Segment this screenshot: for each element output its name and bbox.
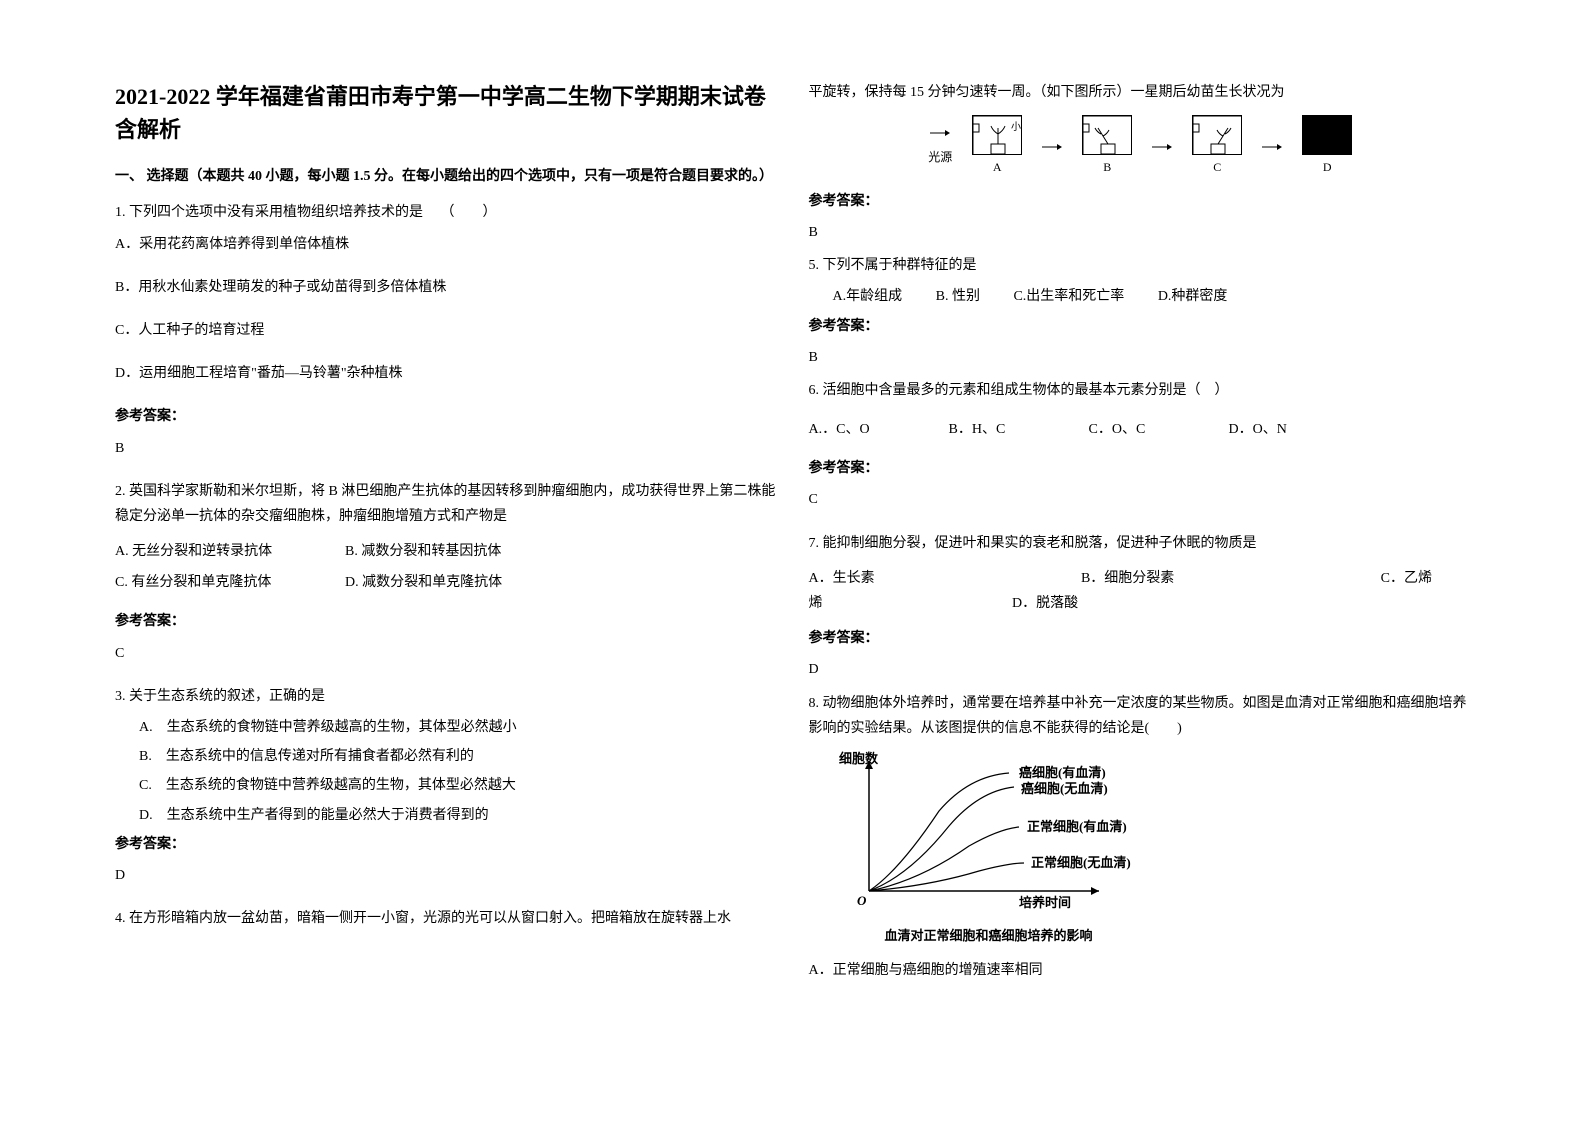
q5-answer: B [809,345,1473,370]
q6-option-c: C．O、C [1089,417,1199,442]
q6-text: 6. 活细胞中含量最多的元素和组成生物体的最基本元素分别是（ ） [809,378,1473,403]
question-2: 2. 英国科学家斯勒和米尔坦斯，将 B 淋巴细胞产生抗体的基因转移到肿瘤细胞内，… [115,479,779,666]
q5-answer-label: 参考答案： [809,314,1473,339]
question-6: 6. 活细胞中含量最多的元素和组成生物体的最基本元素分别是（ ） A.．C、O … [809,378,1473,513]
q6-option-b: B．H、C [949,417,1059,442]
light-source-label: 光源 [928,125,952,168]
exam-title: 2021-2022 学年福建省莆田市寿宁第一中学高二生物下学期期末试卷含解析 [115,80,779,146]
arrow-icon [1152,141,1172,153]
q1-option-d: D．运用细胞工程培育"番茄—马铃薯"杂种植株 [115,361,779,386]
arrow-icon [930,127,950,139]
left-column: 2021-2022 学年福建省莆田市寿宁第一中学高二生物下学期期末试卷含解析 一… [100,80,794,1082]
x-axis-label: 培养时间 [1019,895,1071,910]
growth-curve-chart: 细胞数 癌细胞(有血清) 癌细胞(无血清) 正常细胞(有血清) 正常细胞(无血清… [839,751,1179,911]
q7-option-c-cont: 烯 [809,591,1009,616]
section-heading: 一、 选择题（本题共 40 小题，每小题 1.5 分。在每小题给出的四个选项中，… [115,166,779,188]
q3-text: 3. 关于生态系统的叙述，正确的是 [115,684,779,709]
box-label-d: D [1323,157,1332,179]
right-column: 平旋转，保持每 15 分钟匀速转一周。（如下图所示）一星期后幼苗生长状况为 光源… [794,80,1488,1082]
q6-option-a: A.．C、O [809,417,919,442]
question-5: 5. 下列不属于种群特征的是 A.年龄组成 B. 性别 C.出生率和死亡率 D.… [809,253,1473,370]
q3-option-a: A. 生态系统的食物链中营养级越高的生物，其体型必然越小 [139,715,779,740]
q6-option-d: D．O、N [1229,417,1287,442]
q4-continuation: 平旋转，保持每 15 分钟匀速转一周。（如下图所示）一星期后幼苗生长状况为 [809,80,1473,105]
q1-answer: B [115,436,779,461]
q4-answer: B [809,220,1473,245]
question-3: 3. 关于生态系统的叙述，正确的是 A. 生态系统的食物链中营养级越高的生物，其… [115,684,779,888]
q4-text: 4. 在方形暗箱内放一盆幼苗，暗箱一侧开一小窗，光源的光可以从窗口射入。把暗箱放… [115,906,779,931]
q7-option-b: B．细胞分裂素 [1081,566,1174,591]
q1-option-a: A．采用花药离体培养得到单倍体植株 [115,232,779,257]
q5-option-c: C.出生率和死亡率 [1013,289,1124,304]
curve1-label: 癌细胞(有血清) [1019,765,1106,780]
box-label-c: C [1213,157,1221,179]
chart-caption: 血清对正常细胞和癌细胞培养的影响 [839,924,1139,947]
q8-text: 8. 动物细胞体外培养时，通常要在培养基中补充一定浓度的某些物质。如图是血清对正… [809,691,1473,741]
q7-answer-label: 参考答案： [809,626,1473,651]
q8-chart: 细胞数 癌细胞(有血清) 癌细胞(无血清) 正常细胞(有血清) 正常细胞(无血清… [839,751,1473,948]
q3-option-d: D. 生态系统中生产者得到的能量必然大于消费者得到的 [139,803,779,828]
q4-answer-label: 参考答案： [809,189,1473,214]
y-axis-label: 细胞数 [839,751,879,766]
q8-option-a: A．正常细胞与癌细胞的增殖速率相同 [809,958,1473,983]
q1-option-b: B．用秋水仙素处理萌发的种子或幼苗得到多倍体植株 [115,275,779,300]
arrow-icon [1042,141,1062,153]
origin-label: O [857,893,867,908]
q3-option-c: C. 生态系统的食物链中营养级越高的生物，其体型必然越大 [139,773,779,798]
question-1: 1. 下列四个选项中没有采用植物组织培养技术的是 （ ） A．采用花药离体培养得… [115,200,779,460]
q6-answer: C [809,487,1473,512]
q6-answer-label: 参考答案： [809,456,1473,481]
q5-option-b: B. 性别 [936,289,980,304]
question-7: 7. 能抑制细胞分裂，促进叶和果实的衰老和脱落，促进种子休眠的物质是 A．生长素… [809,531,1473,683]
q7-option-a: A．生长素 [809,566,875,591]
box-label-b: B [1103,157,1111,179]
q5-text: 5. 下列不属于种群特征的是 [809,253,1473,278]
q3-answer: D [115,863,779,888]
q3-option-b: B. 生态系统中的信息传递对所有捕食者都必然有利的 [139,744,779,769]
q2-text: 2. 英国科学家斯勒和米尔坦斯，将 B 淋巴细胞产生抗体的基因转移到肿瘤细胞内，… [115,479,779,529]
diagram-box-c: C [1192,115,1242,179]
question-8: 8. 动物细胞体外培养时，通常要在培养基中补充一定浓度的某些物质。如图是血清对正… [809,691,1473,983]
seedling-c-icon [1192,115,1242,155]
q7-answer: D [809,657,1473,682]
diagram-box-d: D [1302,115,1352,179]
q7-text: 7. 能抑制细胞分裂，促进叶和果实的衰老和脱落，促进种子休眠的物质是 [809,531,1473,556]
q7-option-d: D．脱落酸 [1012,596,1078,611]
q2-option-d: D. 减数分裂和单克隆抗体 [345,570,502,595]
curve3-label: 正常细胞(有血清) [1027,819,1127,834]
q2-option-a: A. 无丝分裂和逆转录抗体 [115,539,315,564]
q2-answer: C [115,641,779,666]
curve2-label: 癌细胞(无血清) [1021,781,1108,796]
q2-option-b: B. 减数分裂和转基因抗体 [345,539,501,564]
seedling-d-icon [1302,115,1352,155]
question-4-start: 4. 在方形暗箱内放一盆幼苗，暗箱一侧开一小窗，光源的光可以从窗口射入。把暗箱放… [115,906,779,931]
q2-option-c: C. 有丝分裂和单克隆抗体 [115,570,315,595]
window-label: 小窗 [1011,120,1022,133]
q7-option-c: C．乙烯 [1381,566,1432,591]
q5-option-a: A.年龄组成 [833,289,903,304]
diagram-box-b: B [1082,115,1132,179]
q3-answer-label: 参考答案： [115,832,779,857]
curve4-label: 正常细胞(无血清) [1031,855,1131,870]
q1-text: 1. 下列四个选项中没有采用植物组织培养技术的是 （ ） [115,200,779,225]
q1-answer-label: 参考答案： [115,404,779,429]
q1-option-c: C．人工种子的培育过程 [115,318,779,343]
seedling-b-icon [1082,115,1132,155]
q2-answer-label: 参考答案： [115,609,779,634]
question-4-cont: 平旋转，保持每 15 分钟匀速转一周。（如下图所示）一星期后幼苗生长状况为 光源… [809,80,1473,245]
box-label-a: A [993,157,1002,179]
q4-diagram: 光源 小窗 A [809,115,1473,179]
diagram-box-a: 小窗 A [972,115,1022,179]
seedling-a-icon: 小窗 [972,115,1022,155]
arrow-icon [1262,141,1282,153]
q5-option-d: D.种群密度 [1158,289,1228,304]
